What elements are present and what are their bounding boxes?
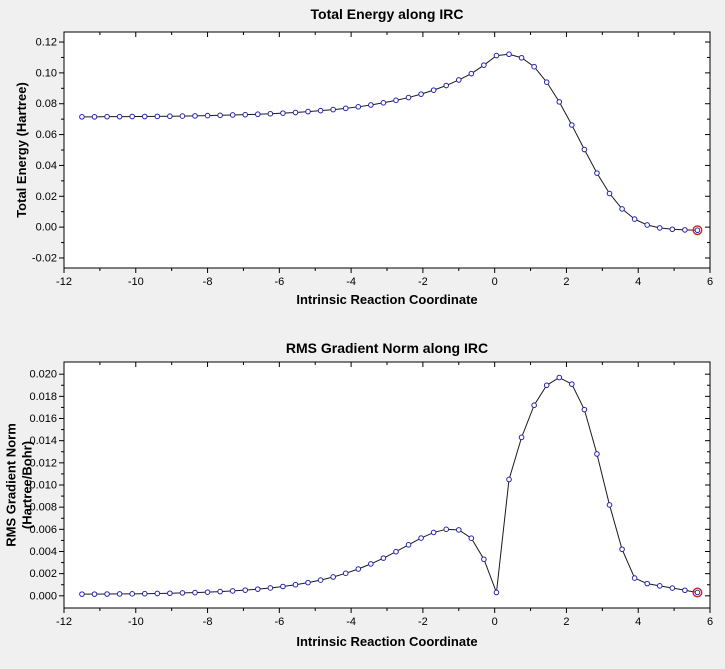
svg-text:-0.02: -0.02 — [32, 252, 57, 264]
svg-text:0.00: 0.00 — [36, 222, 57, 234]
rms-gradient-plot-area[interactable]: -12 -10 -8 -6 -4 -2 0 2 4 6 0.000 0.002 0.004 0.006 0.… — [0, 334, 725, 669]
svg-text:-8: -8 — [203, 276, 213, 288]
svg-text:0.016: 0.016 — [29, 413, 57, 425]
svg-text:0.018: 0.018 — [29, 391, 57, 403]
svg-text:0.002: 0.002 — [29, 568, 57, 580]
svg-text:-6: -6 — [274, 616, 284, 628]
svg-text:6: 6 — [707, 276, 713, 288]
svg-text:0.006: 0.006 — [29, 524, 57, 536]
svg-text:0.10: 0.10 — [36, 67, 57, 79]
svg-text:-4: -4 — [346, 276, 356, 288]
chart-title-total-energy: Total Energy along IRC — [310, 6, 464, 22]
svg-text:2: 2 — [563, 616, 569, 628]
y-axis-label-total-energy: Total Energy (Hartree) — [14, 82, 30, 218]
svg-text:0.008: 0.008 — [29, 502, 57, 514]
chart-title-rms-gradient: RMS Gradient Norm along IRC — [285, 340, 489, 356]
x-axis-label-total-energy: Intrinsic Reaction Coordinate — [296, 292, 478, 307]
svg-text:6: 6 — [707, 616, 713, 628]
svg-text:0: 0 — [492, 276, 498, 288]
svg-text:0.12: 0.12 — [36, 37, 57, 49]
svg-text:-12: -12 — [56, 616, 72, 628]
svg-text:0.010: 0.010 — [29, 480, 57, 492]
svg-text:0.000: 0.000 — [29, 590, 57, 602]
rms-gradient-chart: RMS Gradient Norm along IRC -12 -10 -8 -6 -4… — [0, 334, 725, 669]
svg-text:-10: -10 — [128, 276, 144, 288]
y-axis-label-rms-gradient: RMS Gradient Norm (Hartree/Bohr) — [3, 423, 34, 547]
svg-text:0.012: 0.012 — [29, 457, 57, 469]
svg-text:0.02: 0.02 — [36, 191, 57, 203]
svg-text:4: 4 — [635, 276, 641, 288]
svg-text:0: 0 — [492, 616, 498, 628]
svg-text:-6: -6 — [274, 276, 284, 288]
svg-text:0.020: 0.020 — [29, 369, 57, 381]
total-energy-chart: Total Energy along IRC -12 -10 -8 -6 -4 -2 0 2 4… — [0, 0, 725, 334]
svg-text:-2: -2 — [418, 276, 428, 288]
svg-text:-4: -4 — [346, 616, 356, 628]
total-energy-plot-area[interactable]: -12 -10 -8 -6 -4 -2 0 2 4 6 -0.02 0.00 0.02 0.04 0.06 0… — [0, 0, 725, 334]
svg-text:2: 2 — [563, 276, 569, 288]
svg-text:-8: -8 — [203, 616, 213, 628]
svg-text:-2: -2 — [418, 616, 428, 628]
svg-text:0.014: 0.014 — [29, 435, 57, 447]
svg-text:0.004: 0.004 — [29, 546, 57, 558]
svg-text:0.08: 0.08 — [36, 98, 57, 110]
svg-text:0.06: 0.06 — [36, 129, 57, 141]
svg-text:0.04: 0.04 — [36, 160, 57, 172]
svg-text:4: 4 — [635, 616, 641, 628]
svg-text:-12: -12 — [56, 276, 72, 288]
x-axis-label-rms-gradient: Intrinsic Reaction Coordinate — [296, 634, 478, 649]
svg-text:-10: -10 — [128, 616, 144, 628]
